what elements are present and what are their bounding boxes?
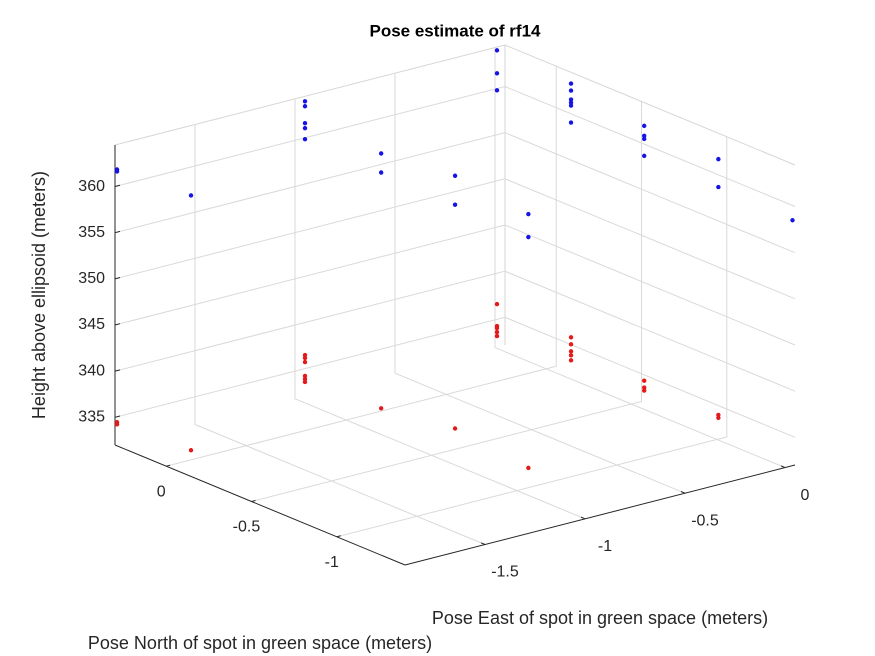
- point: [494, 88, 500, 93]
- chart-title: Pose estimate of rf14: [369, 21, 541, 40]
- point: [642, 133, 647, 139]
- point: [452, 426, 458, 431]
- y-tick-label: -0.5: [233, 519, 261, 536]
- point: [716, 184, 721, 190]
- y-axis-line: [114, 444, 406, 566]
- point: [114, 169, 120, 174]
- grid-line: [336, 136, 728, 538]
- z-tick: [114, 230, 121, 234]
- grid-line: [394, 73, 686, 494]
- point: [568, 120, 574, 125]
- x-axis-label: Pose East of spot in green space (meters…: [432, 608, 768, 628]
- point: [568, 349, 574, 354]
- point: [568, 335, 574, 340]
- point: [642, 388, 647, 393]
- point: [378, 170, 384, 175]
- point: [568, 358, 574, 363]
- grid-line: [494, 47, 786, 469]
- grid-line: [114, 270, 796, 392]
- point: [302, 104, 308, 109]
- point: [302, 99, 308, 104]
- point: [790, 218, 795, 223]
- point: [716, 156, 721, 162]
- grid-line: [194, 124, 486, 545]
- point: [302, 355, 308, 361]
- point: [452, 202, 458, 207]
- point: [526, 234, 531, 240]
- point: [568, 81, 574, 86]
- x-tick-label: -0.5: [691, 512, 719, 529]
- grid-line: [114, 224, 796, 346]
- z-tick: [114, 277, 121, 280]
- point: [188, 448, 194, 453]
- point: [494, 48, 500, 53]
- z-tick: [114, 369, 121, 372]
- point: [302, 121, 308, 126]
- point: [568, 353, 574, 358]
- point: [568, 97, 574, 102]
- point: [716, 415, 721, 421]
- z-tick-label: 345: [78, 316, 105, 333]
- box-outline: [114, 44, 796, 345]
- point: [188, 193, 194, 198]
- point: [494, 71, 500, 76]
- x-tick-label: -1.5: [491, 564, 519, 581]
- point: [494, 325, 500, 331]
- z-tick-label: 350: [78, 270, 105, 287]
- point: [302, 373, 308, 379]
- point: [568, 88, 574, 93]
- x-tick-label: -1: [598, 538, 612, 555]
- z-tick-label: 335: [78, 409, 105, 426]
- point: [526, 465, 531, 471]
- z-tick-label: 340: [78, 362, 105, 379]
- point: [302, 126, 308, 131]
- point: [642, 153, 647, 159]
- z-tick-label: 360: [78, 178, 105, 195]
- grid-line: [166, 66, 557, 467]
- z-tick-label: 355: [78, 224, 105, 241]
- x-tick-label: 0: [801, 487, 810, 504]
- point: [568, 103, 574, 108]
- point: [494, 333, 500, 339]
- grid-line: [114, 316, 796, 438]
- point: [302, 137, 308, 142]
- y-tick-label: 0: [157, 483, 166, 500]
- y-tick-label: -1: [325, 554, 339, 571]
- point: [642, 136, 647, 142]
- z-tick: [114, 415, 121, 418]
- point: [114, 422, 120, 427]
- x-axis-line: [404, 464, 796, 566]
- y-axis-label: Pose North of spot in green space (meter…: [88, 633, 432, 653]
- point: [452, 173, 458, 178]
- z-tick: [114, 184, 121, 188]
- point: [302, 359, 308, 365]
- point: [494, 301, 500, 307]
- point: [494, 329, 500, 335]
- z-tick: [114, 323, 121, 326]
- point: [642, 385, 647, 390]
- grid-line: [114, 132, 796, 254]
- grid-line: [294, 98, 586, 520]
- z-axis-label: Height above ellipsoid (meters): [29, 171, 49, 419]
- grid-line: [114, 85, 796, 207]
- grid-line: [251, 101, 642, 502]
- grid-line: [114, 178, 796, 300]
- point: [378, 151, 384, 156]
- point: [302, 379, 308, 385]
- point: [526, 211, 531, 217]
- point: [642, 123, 647, 129]
- point: [642, 378, 647, 383]
- point: [568, 342, 574, 347]
- point: [378, 406, 384, 411]
